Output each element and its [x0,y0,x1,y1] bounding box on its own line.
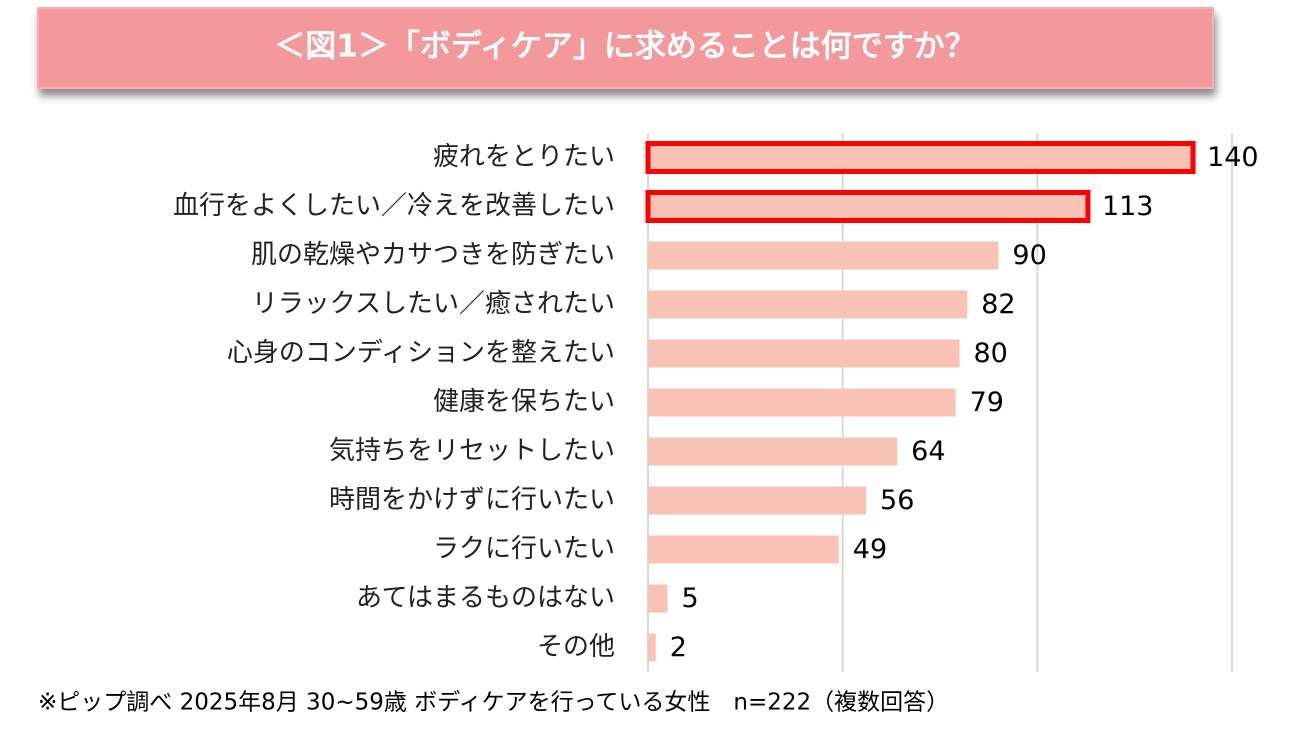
y-tick-label: 肌の乾燥やカサつきを防ぎたい [251,240,615,270]
y-tick-label: 時間をかけずに行いたい [329,485,615,515]
value-label: 56 [880,485,914,516]
bar [645,190,1091,223]
bar [648,437,898,466]
value-label: 79 [970,387,1004,418]
y-tick-label: 健康を保ちたい [433,387,615,417]
y-tick-label: リラックスしたい／癒されたい [252,289,615,319]
bar [648,633,656,662]
value-label: 64 [911,436,945,467]
title-banner [37,7,1214,89]
y-tick-label: 血行をよくしたい／冷えを改善したい [173,191,615,221]
chart-title: ＜図1＞「ボディケア」に求めることは何ですか？ [274,29,975,65]
y-tick-label: ラクに行いたい [433,534,615,564]
y-tick-label: その他 [537,632,615,662]
bar [648,388,956,417]
bar [648,535,839,564]
bar [648,339,960,368]
value-label: 2 [670,632,687,663]
value-label: 5 [681,583,698,614]
value-label: 82 [981,289,1015,320]
value-label: 49 [853,534,887,565]
bar [645,141,1196,174]
bar [648,486,867,515]
y-tick-label: 心身のコンディションを整えたい [227,338,615,368]
y-tick-label: 疲れをとりたい [433,142,615,172]
value-label: 80 [973,338,1007,369]
footnote: ※ピップ調べ 2025年8月 30~59歳 ボディケアを行っている女性 n=22… [38,690,949,716]
bar [648,241,999,270]
bar [648,584,668,613]
value-label: 140 [1207,142,1259,173]
y-tick-label: 気持ちをリセットしたい [329,436,615,466]
value-label: 113 [1102,191,1154,222]
value-label: 90 [1012,240,1046,271]
bar [648,290,968,319]
y-tick-label: あてはまるものはない [356,583,615,613]
